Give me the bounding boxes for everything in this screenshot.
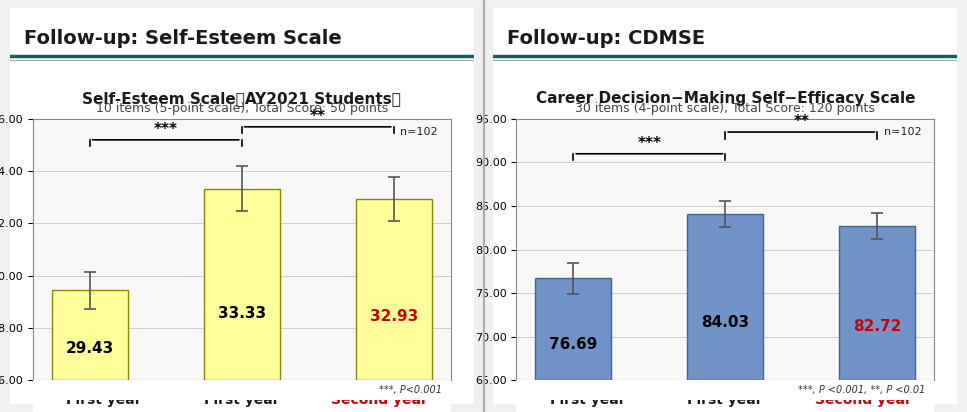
Text: First year: First year [66, 393, 142, 407]
Text: First year: First year [549, 393, 626, 407]
Bar [688, 214, 763, 380]
Text: Second year: Second year [814, 393, 912, 407]
Text: 82.72: 82.72 [853, 318, 901, 334]
Text: 76.69: 76.69 [549, 337, 598, 352]
Text: Career Decision−Making Self−Efficacy Scale: Career Decision−Making Self−Efficacy Sca… [536, 91, 915, 106]
Text: Second year: Second year [331, 393, 428, 407]
Text: 10 items (5-point scale), Total Score: 50 points: 10 items (5-point scale), Total Score: 5… [96, 102, 388, 115]
Text: Follow-up: Self-Esteem Scale: Follow-up: Self-Esteem Scale [23, 29, 341, 48]
Text: ***: *** [637, 136, 661, 151]
Text: ***, P<0.001: ***, P<0.001 [379, 385, 442, 395]
Text: **: ** [309, 109, 326, 124]
Bar [204, 189, 279, 380]
Bar [536, 279, 611, 380]
Text: 32.93: 32.93 [369, 309, 418, 324]
Text: n=102: n=102 [400, 127, 438, 137]
Text: 33.33: 33.33 [218, 306, 266, 321]
Bar [52, 290, 128, 380]
Text: ***, P <0.001, **, P <0.01: ***, P <0.001, **, P <0.01 [799, 385, 925, 395]
Bar [839, 226, 915, 380]
Text: First year: First year [204, 393, 279, 407]
Text: Follow-up: CDMSE: Follow-up: CDMSE [507, 29, 705, 48]
Text: 30 items (4-point scale), Total Score: 120 points: 30 items (4-point scale), Total Score: 1… [575, 102, 875, 115]
Text: ***: *** [154, 122, 178, 137]
Text: n=102: n=102 [884, 127, 922, 137]
Text: **: ** [793, 115, 809, 129]
Text: First year: First year [688, 393, 763, 407]
Text: Self-Esteem Scale（AY2021 Students）: Self-Esteem Scale（AY2021 Students） [82, 91, 401, 106]
Bar [356, 199, 431, 380]
Text: 84.03: 84.03 [701, 315, 749, 330]
Text: 29.43: 29.43 [66, 341, 114, 356]
